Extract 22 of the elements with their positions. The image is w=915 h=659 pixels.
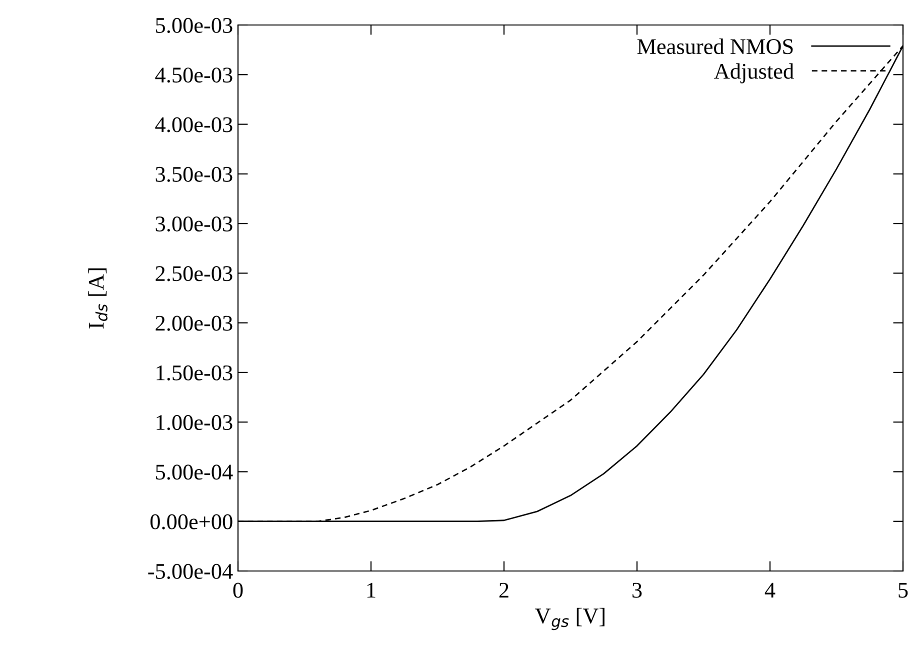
y-tick-label: 1.50e-03 [156,365,232,380]
x-axis-title: V$_{gs}$ [V] [535,608,604,630]
y-tick-label: 2.50e-03 [156,266,232,282]
y-tick-label: 4.50e-03 [155,68,232,83]
y-tick-label: 0.00e+00 [150,514,232,530]
y-axis-title: I$_{ds}$ [A] [88,268,108,329]
x-tick-label: 2 [499,582,508,598]
x-tick-label: 1 [367,582,376,598]
y-tick-label: 2.00e-03 [156,316,232,331]
legend-label: Measured NMOS [637,38,793,54]
x-tick-label: 5 [898,582,908,598]
legend-label: Adjusted [714,63,794,84]
y-tick-label: 4.00e-03 [155,117,232,132]
y-tick-label: -5.00e-04 [148,564,233,580]
x-tick-label: 3 [632,582,642,598]
y-tick-label: 5.00e-03 [156,18,232,34]
y-tick-label: 1.00e-03 [156,415,232,430]
x-tick-label: 4 [764,582,776,598]
y-tick-label: 3.00e-03 [156,216,232,232]
y-tick-label: 3.50e-03 [156,166,232,182]
y-tick-label: 5.00e-04 [156,464,233,480]
x-tick-label: 0 [233,582,243,598]
